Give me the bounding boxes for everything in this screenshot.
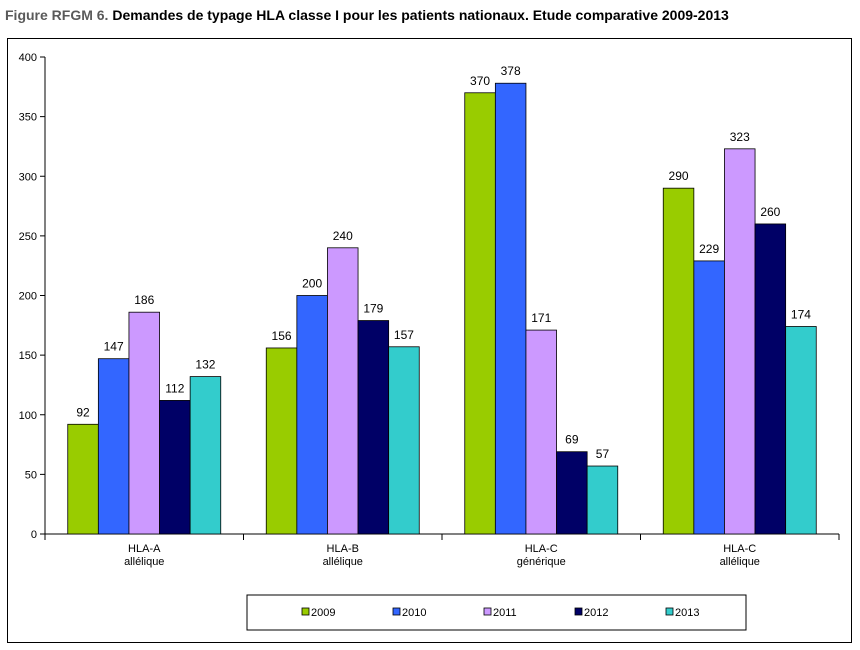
legend-swatch-2010 [392,607,401,616]
bar-2013 [586,465,619,535]
bar-value-label: 156 [272,329,292,343]
x-category-label: HLA-C [723,543,756,555]
x-category-label: allélique [323,556,363,568]
bar-2010 [296,295,328,535]
legend-label-2010: 2010 [402,607,426,619]
x-category-label: HLA-C [525,543,558,555]
bar-2012 [159,400,191,535]
bar-2011 [327,247,359,535]
bar-2012 [357,320,390,535]
x-category-label: générique [517,556,566,568]
legend-label-2011: 2011 [493,607,517,619]
bar-value-label: 57 [596,447,610,461]
legend: 2009 2010 2011 2012 2013 [246,594,747,631]
legend-label-2009: 2009 [311,607,335,619]
figure-label: Figure RFGM 6. [5,7,109,23]
legend-label-2013: 2013 [675,607,699,619]
legend-label-2012: 2012 [584,607,608,619]
bar-value-label: 186 [134,293,154,307]
bar-2010 [494,82,527,535]
legend-swatch-2013 [665,607,674,616]
bar-2009 [67,423,99,535]
x-axis: HLA-AalléliqueHLA-BalléliqueHLA-Cgénériq… [44,533,840,568]
bar-2013 [388,346,420,535]
bar-2010 [97,358,130,535]
chart-frame [7,38,852,643]
bar-2009 [464,92,496,535]
bar-value-label: 260 [760,205,780,219]
figure-title: Figure RFGM 6. Demandes de typage HLA cl… [5,7,729,23]
legend-swatch-2011 [483,607,492,616]
legend-swatch-2009 [301,607,310,616]
bar-value-label: 171 [531,311,551,325]
bar-value-label: 323 [730,130,750,144]
bar-value-label: 69 [565,433,579,447]
bar-value-label: 132 [195,358,215,372]
y-tick-label: 50 [25,469,37,481]
bar-value-label: 200 [302,277,322,291]
legend-box [246,594,747,631]
y-axis: 0 50 100 150 200 250 300 350 400 [19,52,46,541]
bar-value-label: 92 [76,405,90,419]
x-category-label: allélique [124,556,164,568]
bar-value-label: 179 [363,302,383,316]
y-tick-label: 0 [31,529,37,541]
bars [67,82,817,535]
value-labels: 92 147 186 112 132 156 200 240 179 157 370 378 171 69… [76,64,811,461]
bar-2012 [754,223,787,535]
x-category-label: HLA-B [327,543,359,555]
bar-value-label: 378 [501,64,521,78]
bar-2011 [525,329,557,535]
y-tick-label: 150 [19,350,37,362]
bar-value-label: 174 [791,308,811,322]
bar-value-label: 240 [333,229,353,243]
bar-value-label: 229 [699,242,719,256]
bar-2013 [189,376,222,535]
figure-title-text: Demandes de typage HLA classe I pour les… [112,7,729,23]
y-tick-label: 400 [19,52,37,64]
bar-value-label: 370 [470,74,490,88]
y-tick-label: 300 [19,171,37,183]
y-tick-label: 350 [19,112,37,124]
bar-2012 [556,451,588,535]
x-category-label: allélique [720,556,760,568]
y-tick-label: 200 [19,291,37,303]
bar-2009 [265,347,298,535]
bar-2010 [693,260,725,535]
bar-2009 [662,187,695,535]
bar-value-label: 290 [669,169,689,183]
bar-2011 [724,148,756,535]
bar-value-label: 112 [165,381,184,395]
bar-2011 [128,311,160,535]
x-category-label: HLA-A [128,543,161,555]
y-tick-label: 250 [19,231,37,243]
y-tick-label: 100 [19,410,37,422]
bar-value-label: 157 [394,328,414,342]
legend-swatch-2012 [574,607,583,616]
bar-2013 [785,326,817,535]
bar-value-label: 147 [104,340,124,354]
